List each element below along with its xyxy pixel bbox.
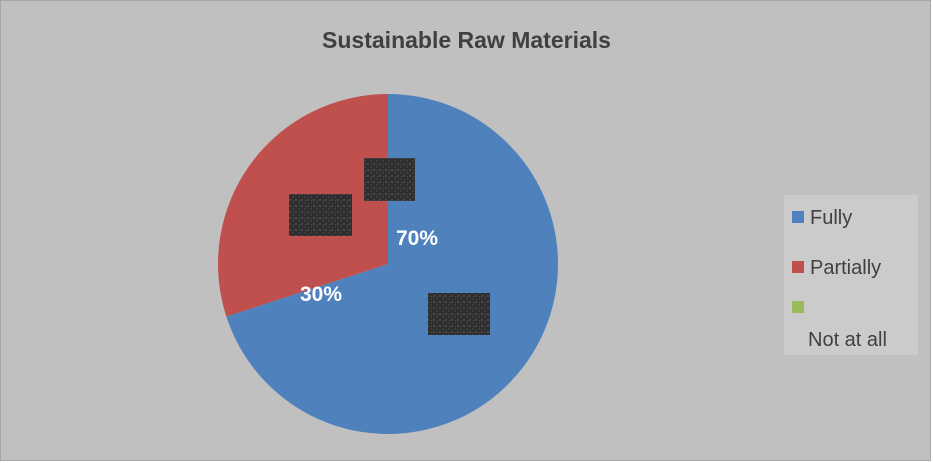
redaction-box [364, 158, 415, 201]
pie-slice-fully [226, 94, 559, 434]
legend-swatch [792, 301, 804, 313]
legend: Fully Partially Not at all [784, 195, 918, 355]
legend-label: Not at all [808, 329, 887, 351]
data-label: 30% [300, 283, 342, 306]
redaction-box [289, 194, 352, 236]
legend-label: Partially [810, 257, 882, 279]
redaction-boxes [289, 158, 490, 335]
legend-label: Fully [810, 207, 853, 229]
chart-title: Sustainable Raw Materials [322, 27, 611, 53]
legend-item-not-at-all: Not at all [792, 301, 887, 352]
legend-item-partially: Partially [792, 257, 881, 280]
legend-swatch [792, 260, 804, 273]
redaction-box [428, 293, 490, 335]
legend-swatch [792, 210, 804, 223]
data-label: 70% [396, 227, 438, 250]
legend-item-fully: Fully [792, 207, 852, 230]
